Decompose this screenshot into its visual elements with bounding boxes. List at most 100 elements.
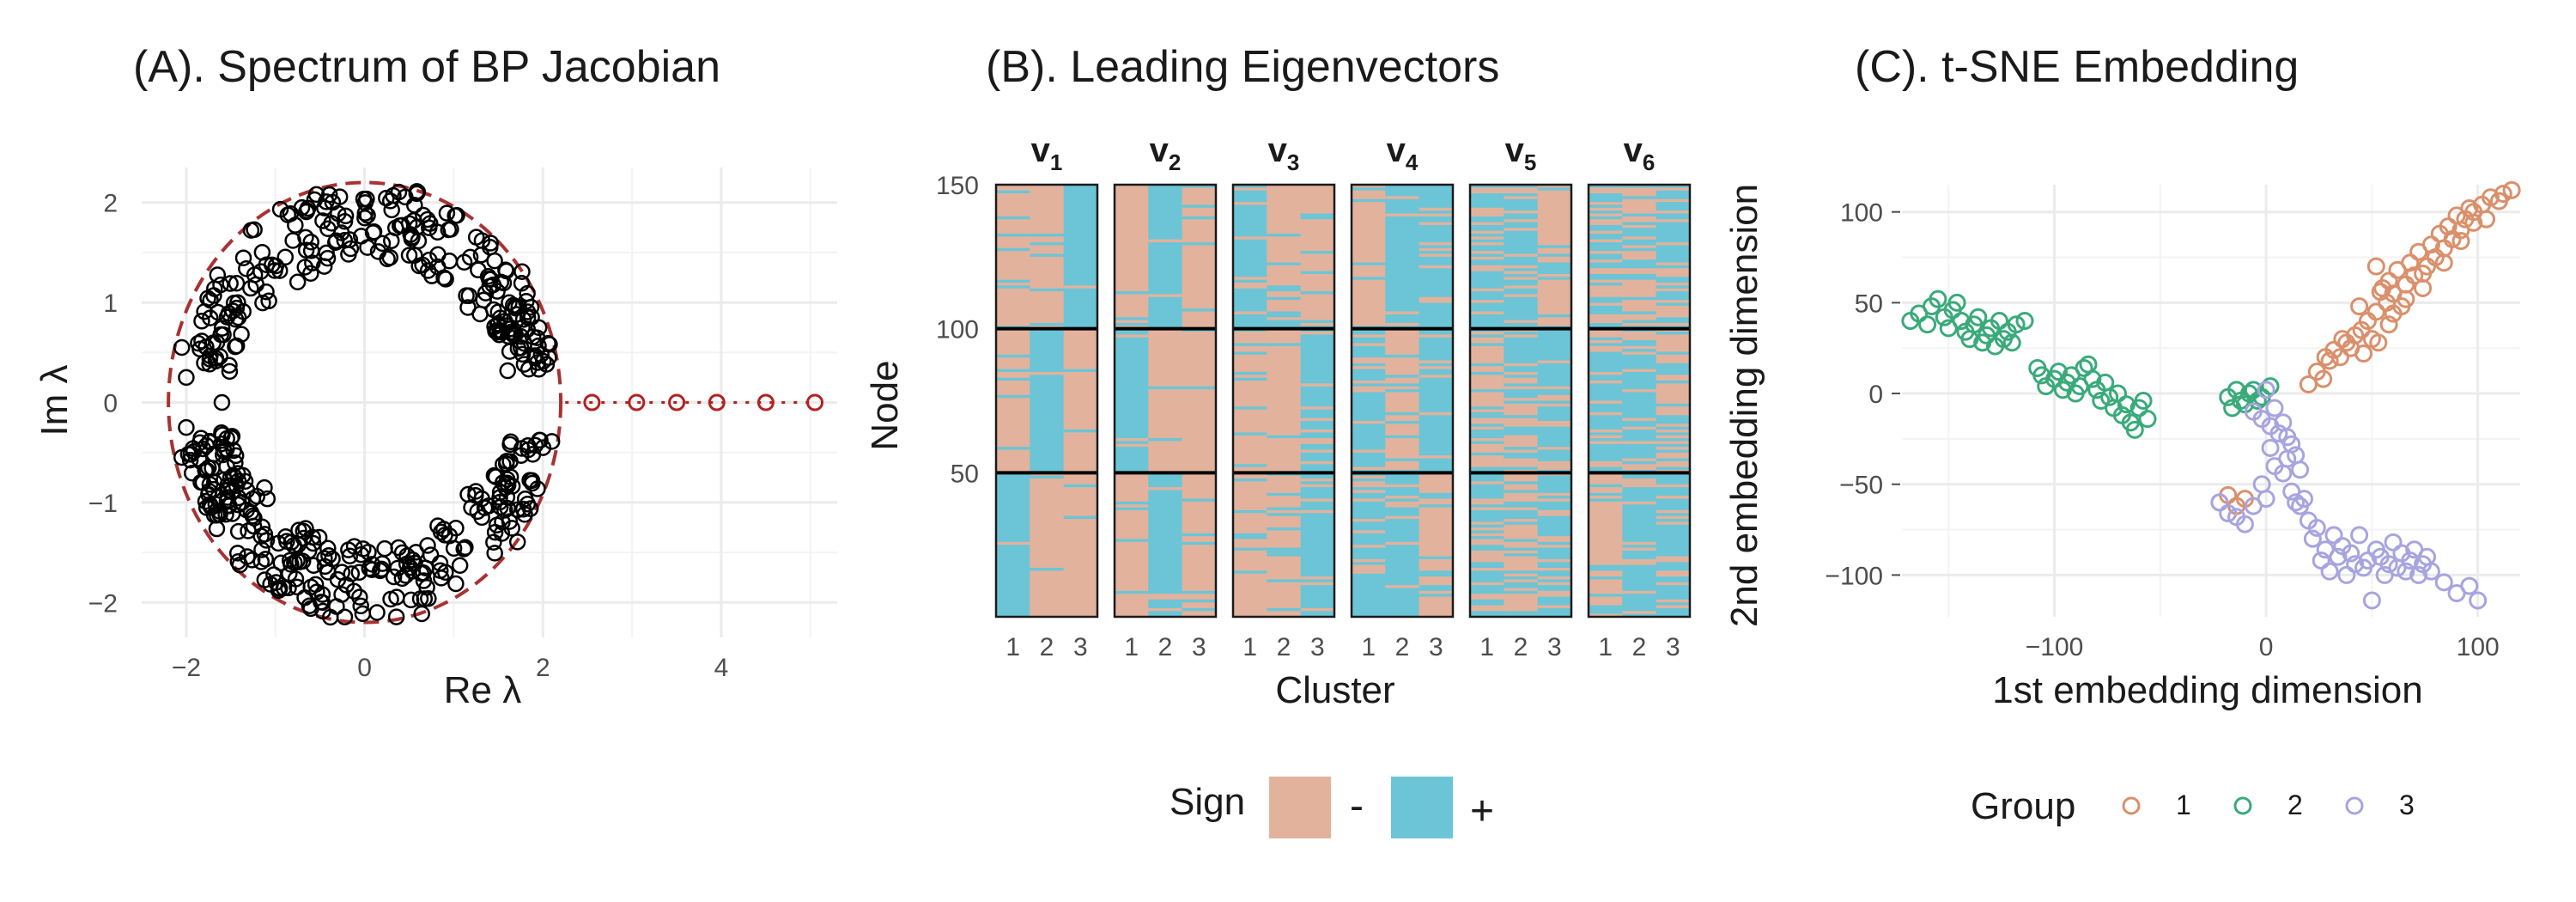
cluster-tick-label: 2 [1395,633,1410,661]
heat-cell [1352,490,1386,493]
heat-cell [1300,438,1335,442]
eigenvalue-point [197,338,215,356]
eigenvalue-point [526,436,544,454]
group-2-point [1947,293,1966,312]
heat-cell [1419,300,1454,303]
facet-frame [1113,183,1218,619]
outlier-eigenvalue [583,393,601,411]
facet-frame [1468,183,1573,619]
eigenvalue-point [218,308,236,326]
heat-cell [1589,288,1623,292]
heat-cell [1504,265,1539,269]
heat-cell [1589,230,1623,235]
panel-c-title: (C). t-SNE Embedding [1855,42,2299,92]
heat-block [1385,185,1420,329]
heat-cell [1589,268,1623,271]
heat-block [1470,328,1504,473]
eigenvalue-point [524,446,542,463]
eigenvalue-point [209,303,227,321]
heat-cell [1622,345,1657,350]
heat-cell [1589,464,1623,467]
heat-cell [1470,539,1504,542]
heat-cell [1504,570,1539,574]
eigenvalue-point [467,487,484,504]
heat-block [1148,328,1183,473]
eigenvalue-point [194,474,212,491]
eigenvalue-point [385,568,403,586]
heat-cell [996,377,1030,381]
heat-cell [1537,245,1572,248]
x-tick-label: 100 [2457,633,2500,661]
heat-cell [1300,576,1335,580]
heat-cell [1622,265,1657,269]
heat-cell [1030,475,1065,479]
panel-c-axes: −100 0 100 −100 −50 0 50 100 [1825,199,2499,661]
cluster-tick-label: 3 [1666,633,1680,661]
heat-block [1182,328,1217,473]
heat-cell [1352,360,1386,363]
heat-cell [1656,403,1691,407]
eigenvalue-point [485,533,502,551]
group-2-point [2049,363,2068,381]
eigenvalue-point [243,552,261,569]
heat-cell [1656,509,1691,514]
heat-cell [1267,607,1302,612]
heat-cell [1115,438,1149,442]
heat-cell [1622,417,1657,421]
heat-cell [1589,371,1623,375]
heat-cell [1589,294,1623,297]
heat-cell [1504,539,1539,542]
group-legend: Group 1 2 3 [1971,785,2415,827]
heat-cell [1300,478,1335,482]
facet-label: v1 [1031,131,1063,175]
heat-block [996,328,1030,473]
heat-cell [1656,300,1691,303]
heat-block [1267,328,1302,473]
eigenvalue-point [238,502,256,519]
eigenvalue-point [319,539,337,558]
eigenvalue-point [204,460,221,477]
facet-v4: v4 [1350,131,1455,619]
heat-cell [996,285,1030,289]
heat-block [1385,328,1420,473]
heat-cell [1537,590,1572,594]
group-2-point [2227,381,2246,399]
panel-a-spectrum: −2 0 2 4 −2 −1 0 1 2 Re λ Im λ [33,168,837,711]
heat-cell [1182,308,1217,312]
heat-cell [996,369,1030,372]
heat-cell [1537,271,1572,274]
eigenvalue-point [538,356,556,373]
heat-cell [1233,283,1267,286]
heat-cell [1233,187,1267,191]
heat-cell [1030,322,1065,326]
eigenvalue-point [513,275,531,292]
heat-cell [1622,196,1657,199]
group-2-point [2248,392,2267,410]
heat-cell [1589,213,1623,216]
group-3-point [2320,562,2339,581]
group-1-point [2494,185,2512,204]
eigenvalue-point [211,503,228,520]
eigenvalue-point [447,520,465,537]
cluster-tick-label: 1 [1124,633,1139,661]
eigenvalue-point [256,526,274,543]
x-tick-label: −2 [172,654,201,682]
heat-cell [1622,464,1657,467]
heat-block [1030,328,1065,473]
eigenvalue-point [415,572,433,589]
heat-cell [1115,501,1149,505]
heat-cell [1470,501,1504,505]
eigenvalue-point [532,431,549,449]
heat-cell [1352,357,1386,361]
group-3-point [2434,573,2453,592]
heat-block [1063,472,1098,617]
heat-cell [1589,381,1623,384]
heat-cell [1419,207,1454,211]
group-3-point [2342,544,2360,563]
eigenvalue-point [283,533,301,552]
sign-legend-title: Sign [1170,781,1245,823]
heat-cell [1419,366,1454,369]
heat-cell [1115,291,1149,295]
heat-cell [1656,466,1691,470]
group-3-point [2210,493,2229,512]
